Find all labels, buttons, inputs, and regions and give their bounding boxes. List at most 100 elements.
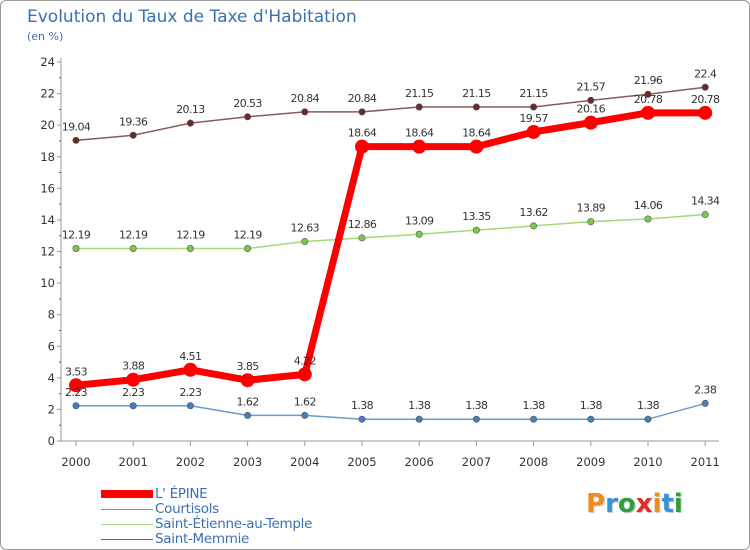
x-tick-label: 2011 (691, 455, 720, 469)
data-point-saint-etienne-au-temple (244, 244, 252, 252)
data-label-saint-memmie: 20.84 (291, 92, 320, 105)
data-point-saint-etienne-au-temple (701, 211, 709, 219)
data-point-courtisols (472, 415, 480, 423)
x-tick-label: 2009 (576, 455, 605, 469)
data-label-saint-memmie: 22.4 (694, 67, 717, 80)
data-point-courtisols (415, 415, 423, 423)
data-label-saint-etienne-au-temple: 12.19 (119, 228, 148, 241)
data-label-courtisols: 1.38 (580, 399, 603, 412)
data-label-l-epine: 20.78 (634, 93, 663, 106)
data-label-saint-etienne-au-temple: 12.63 (291, 222, 320, 235)
y-tick-label: 6 (48, 339, 55, 353)
data-point-saint-etienne-au-temple (644, 215, 652, 223)
y-tick-label: 18 (40, 150, 55, 164)
logo-letter: o (617, 489, 636, 519)
data-point-saint-memmie (472, 103, 480, 111)
legend-label-courtisols: Courtisols (155, 501, 219, 517)
data-point-saint-etienne-au-temple (72, 244, 80, 252)
data-point-l-epine (412, 139, 427, 154)
data-label-saint-memmie: 19.04 (62, 120, 91, 133)
data-point-saint-etienne-au-temple (530, 222, 538, 230)
data-point-saint-memmie (644, 90, 652, 98)
data-label-l-epine: 19.57 (519, 112, 548, 125)
x-tick-label: 2001 (119, 455, 148, 469)
data-point-l-epine (526, 124, 541, 139)
data-label-courtisols: 2.38 (694, 383, 717, 396)
data-point-l-epine (469, 139, 484, 154)
data-label-courtisols: 1.62 (294, 395, 316, 408)
data-point-courtisols (701, 399, 709, 407)
legend-label-saint-memmie: Saint-Memmie (155, 531, 250, 547)
data-label-courtisols: 1.38 (408, 399, 431, 412)
logo-letter: r (605, 489, 618, 519)
logo-letter: i (652, 489, 662, 519)
chart-data-labels: 19.04 19.36 20.13 20.53 20.84 20.84 21.15 21.15… (62, 67, 721, 412)
x-tick-label: 2005 (347, 455, 376, 469)
y-tick-label: 12 (40, 245, 55, 259)
data-label-saint-etienne-au-temple: 13.35 (462, 210, 491, 223)
y-tick-label: 8 (48, 308, 55, 322)
data-label-saint-memmie: 20.13 (176, 103, 205, 116)
data-point-saint-memmie (72, 136, 80, 144)
data-point-courtisols (644, 415, 652, 423)
logo-letter: P (586, 489, 606, 519)
data-label-l-epine: 4.22 (294, 354, 316, 367)
data-label-courtisols: 1.38 (351, 399, 374, 412)
data-label-courtisols: 2.23 (179, 386, 202, 399)
series-line-courtisols (75, 402, 706, 420)
y-tick-label: 24 (40, 55, 55, 69)
data-point-courtisols (186, 402, 194, 410)
legend-item-saint-etienne-au-temple: Saint-Étienne-au-Temple (101, 517, 421, 532)
x-tick-label: 2004 (290, 455, 319, 469)
data-point-courtisols (301, 411, 309, 419)
data-point-saint-etienne-au-temple (587, 218, 595, 226)
data-label-saint-memmie: 21.15 (405, 87, 434, 100)
data-point-saint-etienne-au-temple (129, 244, 137, 252)
data-label-l-epine: 4.51 (179, 350, 201, 363)
data-point-saint-memmie (186, 119, 194, 127)
series-line-l-epine (72, 109, 709, 389)
y-tick-label: 10 (40, 276, 55, 290)
y-tick-label: 0 (48, 434, 55, 448)
x-tick-label: 2000 (61, 455, 90, 469)
chart-unit-label: (en %) (27, 30, 64, 43)
data-point-l-epine (641, 105, 655, 120)
data-label-saint-etienne-au-temple: 12.86 (348, 218, 377, 231)
y-tick-label: 4 (48, 371, 55, 385)
logo-letter: x (635, 489, 653, 519)
data-point-saint-etienne-au-temple (472, 226, 480, 234)
data-label-saint-memmie: 20.84 (348, 92, 377, 105)
data-label-l-epine: 20.78 (691, 93, 720, 106)
y-tick-label: 14 (40, 213, 55, 227)
data-point-l-epine (183, 362, 198, 377)
data-point-l-epine (355, 139, 369, 154)
data-label-saint-memmie: 20.53 (233, 97, 262, 110)
chart-series-layer (69, 83, 713, 423)
data-point-courtisols (244, 411, 252, 419)
proxiti-logo: Proxiti (586, 489, 683, 519)
data-label-l-epine: 18.64 (462, 127, 491, 140)
y-tick-label: 16 (40, 181, 55, 195)
data-label-l-epine: 3.88 (122, 360, 145, 373)
data-label-saint-etienne-au-temple: 13.62 (519, 206, 548, 219)
data-point-saint-etienne-au-temple (358, 234, 366, 242)
data-point-courtisols (358, 415, 366, 423)
legend-swatch-saint-etienne-au-temple (101, 524, 153, 525)
data-point-courtisols (72, 402, 80, 410)
data-point-saint-etienne-au-temple (301, 238, 309, 246)
data-label-saint-memmie: 19.36 (119, 115, 148, 128)
data-point-saint-etienne-au-temple (186, 244, 194, 252)
logo-letter: i (673, 489, 683, 519)
data-label-saint-etienne-au-temple: 14.06 (634, 199, 663, 212)
data-point-courtisols (129, 402, 137, 410)
data-point-l-epine (583, 115, 598, 130)
data-label-courtisols: 2.23 (122, 386, 145, 399)
data-label-saint-etienne-au-temple: 14.34 (691, 195, 720, 208)
data-point-saint-memmie (701, 83, 709, 91)
data-label-courtisols: 2.23 (65, 386, 88, 399)
series-line-saint-etienne-au-temple (75, 213, 706, 250)
x-tick-label: 2008 (519, 455, 548, 469)
data-label-l-epine: 3.85 (237, 360, 260, 373)
data-label-courtisols: 1.38 (465, 399, 488, 412)
data-label-saint-memmie: 21.15 (519, 87, 548, 100)
